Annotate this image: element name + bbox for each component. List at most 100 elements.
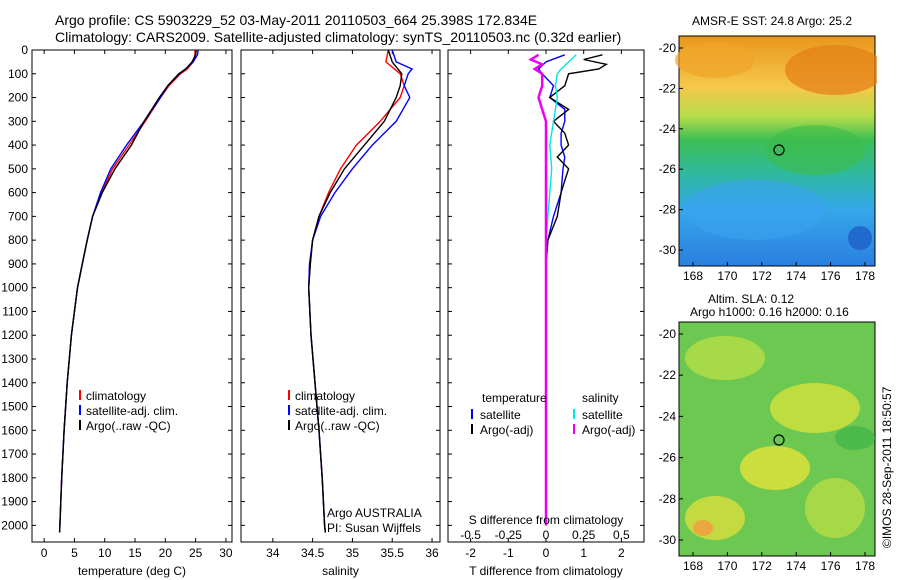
x-tick-label: 35.5	[381, 546, 405, 560]
secondary-tick-label: 0.5	[613, 528, 630, 542]
sst-map-axes: 168 170 172 174 176 178 -20 -22 -24 -26 -28 -30	[659, 41, 876, 280]
legend-title: salinity	[582, 391, 619, 405]
series-line	[307, 49, 405, 533]
chart-panel-2: 34 34.5 35 35.5 36 salinity climatologysatelli…	[240, 49, 441, 578]
legend-label: satellite	[480, 408, 521, 422]
y-tick-label: 1700	[1, 447, 28, 461]
y-tick-label: 1200	[1, 328, 28, 342]
legend-label: Argo(-adj)	[480, 423, 533, 437]
x-tick-label: 0	[543, 546, 550, 560]
legend-label: satellite-adj. clim.	[86, 404, 178, 418]
chart-panel-1: 0100200300400500600700800900100011001200…	[1, 43, 233, 578]
x-tick-label: 35	[346, 546, 360, 560]
x-axis-label: temperature (deg C)	[78, 564, 186, 578]
panel-annotation: PI: Susan Wijffels	[327, 521, 421, 535]
sla-patch	[685, 336, 765, 380]
series-line	[58, 50, 196, 533]
imos-credit: ©IMOS 28-Sep-2011 18:50:57	[880, 386, 894, 548]
sla-map-axes: 168 170 172 174 176 178 -20 -22 -24 -26 -28 -30	[659, 327, 876, 573]
sla-map-subtitle: Argo h1000: 0.16 h2000: 0.16	[690, 305, 849, 319]
y-tick-label: 1800	[1, 471, 28, 485]
series-line	[528, 53, 548, 526]
x-axis-label: salinity	[322, 564, 359, 578]
y-tick-label: 1400	[1, 376, 28, 390]
secondary-tick-label: -0.5	[460, 528, 481, 542]
y-tick-label: 400	[8, 138, 28, 152]
sst-cool-patch	[848, 226, 872, 250]
map-y-tick-label: -20	[659, 41, 677, 55]
x-tick-label: 25	[189, 546, 203, 560]
sla-map-title: Altim. SLA: 0.12	[708, 292, 795, 306]
y-tick-label: 700	[8, 209, 28, 223]
y-tick-label: 500	[8, 162, 28, 176]
profile-charts: 0100200300400500600700800900100011001200…	[1, 43, 645, 578]
map-x-tick-label: 178	[855, 269, 875, 280]
panel-annotation: Argo AUSTRALIA	[327, 506, 422, 520]
plot-frame	[240, 49, 441, 543]
x-tick-label: -1	[503, 546, 514, 560]
x-tick-label: 15	[128, 546, 142, 560]
y-tick-label: 600	[8, 186, 28, 200]
legend-label: climatology	[86, 389, 146, 403]
y-tick-label: 1100	[2, 304, 28, 318]
sla-patch	[685, 496, 745, 540]
x-tick-label: 0	[41, 546, 48, 560]
sla-map: 168 170 172 174 176 178 -20 -22 -24 -26 -28 -30	[659, 321, 876, 573]
y-tick-label: 2000	[1, 518, 28, 532]
figure-title-line1: Argo profile: CS 5903229_52 03-May-2011 …	[55, 12, 538, 28]
series-line	[58, 49, 197, 533]
sst-map: 168 170 172 174 176 178 -20 -22 -24 -26 -28 -30	[659, 35, 877, 280]
x-tick-label: -2	[465, 546, 476, 560]
legend-title: temperature	[482, 391, 547, 405]
x-tick-label: 20	[159, 546, 173, 560]
series-line	[307, 49, 414, 533]
map-y-tick-label: -28	[659, 492, 677, 506]
map-y-tick-label: -22	[659, 368, 677, 382]
series-line	[545, 54, 609, 526]
x-tick-label: 36	[425, 546, 439, 560]
series-line	[537, 54, 566, 526]
map-x-tick-label: 168	[683, 559, 703, 573]
y-tick-label: 900	[8, 257, 28, 271]
map-y-tick-label: -20	[659, 327, 677, 341]
legend-label: Argo(-adj)	[582, 423, 635, 437]
map-y-tick-label: -22	[659, 81, 677, 95]
x-tick-label: 10	[98, 546, 112, 560]
legend-label: Argo(..raw -QC)	[86, 419, 171, 433]
sla-patch	[770, 383, 860, 433]
legend-label: climatology	[295, 389, 355, 403]
sla-patch	[740, 446, 810, 490]
map-x-tick-label: 168	[683, 269, 703, 280]
x-tick-label: 1	[580, 546, 587, 560]
map-x-tick-label: 174	[786, 269, 806, 280]
sst-cool-patch	[685, 180, 825, 240]
secondary-axis-title: S difference from climatology	[469, 513, 624, 527]
secondary-tick-label: -0.25	[495, 528, 523, 542]
argo-location-marker	[773, 434, 785, 446]
sla-patch	[805, 478, 865, 538]
x-tick-label: 34	[266, 546, 280, 560]
map-y-tick-label: -26	[659, 162, 677, 176]
map-x-tick-label: 174	[786, 559, 806, 573]
y-tick-label: 0	[21, 43, 28, 57]
map-y-tick-label: -28	[659, 203, 677, 217]
map-y-tick-label: -30	[659, 243, 677, 257]
y-tick-label: 300	[8, 114, 28, 128]
legend-label: Argo(..raw -QC)	[295, 419, 380, 433]
chart-panel-3: -2 -1 0 1 2 T difference from climatology temp…	[447, 49, 645, 578]
y-tick-label: 800	[8, 233, 28, 247]
x-axis-label: T difference from climatology	[469, 564, 623, 578]
y-tick-label: 1300	[1, 352, 28, 366]
x-tick-label: 30	[219, 546, 233, 560]
x-tick-label: 34.5	[301, 546, 325, 560]
secondary-tick-label: 0.25	[572, 528, 596, 542]
figure-title-line2: Climatology: CARS2009. Satellite-adjuste…	[55, 29, 622, 45]
map-y-tick-label: -30	[659, 533, 677, 547]
map-y-tick-label: -26	[659, 451, 677, 465]
sst-green-patch	[765, 125, 865, 175]
map-x-tick-label: 176	[821, 269, 841, 280]
y-tick-label: 1000	[1, 281, 28, 295]
x-tick-label: 5	[71, 546, 78, 560]
series-line	[58, 49, 199, 533]
map-x-tick-label: 170	[717, 269, 737, 280]
